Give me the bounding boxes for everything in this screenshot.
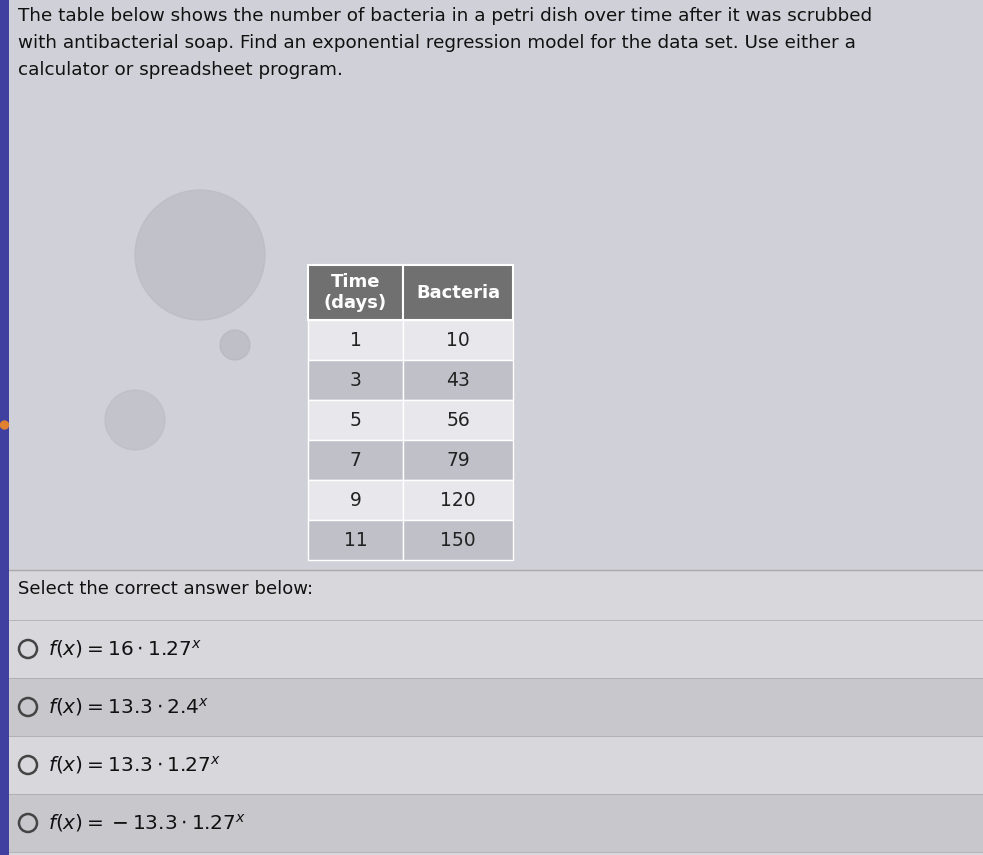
Text: 79: 79 (446, 451, 470, 469)
Text: $f(x) = -13.3 \cdot 1.27^{x}$: $f(x) = -13.3 \cdot 1.27^{x}$ (48, 812, 246, 834)
Bar (403, 400, 513, 440)
Text: 11: 11 (344, 530, 368, 550)
Bar (403, 320, 513, 360)
Bar (0, 794, 983, 852)
Text: 150: 150 (440, 530, 476, 550)
Text: 9: 9 (350, 491, 362, 510)
Bar (0, 736, 983, 794)
Bar (308, 265, 403, 320)
Text: 5: 5 (350, 410, 362, 429)
Text: The table below shows the number of bacteria in a petri dish over time after it : The table below shows the number of bact… (18, 7, 872, 25)
Text: 10: 10 (446, 331, 470, 350)
Bar (0, 620, 983, 678)
Text: with antibacterial soap. Find an exponential regression model for the data set. : with antibacterial soap. Find an exponen… (18, 34, 856, 52)
Bar (308, 520, 403, 560)
Bar (403, 520, 513, 560)
Text: $f(x) = 16 \cdot 1.27^{x}$: $f(x) = 16 \cdot 1.27^{x}$ (48, 638, 202, 660)
Bar (0, 678, 983, 736)
Text: Bacteria: Bacteria (416, 284, 500, 302)
Bar (308, 400, 403, 440)
Bar (0, 0, 983, 570)
Text: Time
(days): Time (days) (324, 273, 387, 312)
Bar (308, 480, 403, 520)
Text: calculator or spreadsheet program.: calculator or spreadsheet program. (18, 61, 343, 79)
Text: 56: 56 (446, 410, 470, 429)
Bar (308, 360, 403, 400)
Bar (0, 0, 9, 855)
Bar (403, 360, 513, 400)
Text: Select the correct answer below:: Select the correct answer below: (18, 580, 314, 598)
Bar (403, 265, 513, 320)
Text: 120: 120 (440, 491, 476, 510)
Text: 3: 3 (350, 370, 362, 390)
Text: 7: 7 (350, 451, 362, 469)
Text: 43: 43 (446, 370, 470, 390)
Bar (403, 440, 513, 480)
Bar (0, 570, 983, 855)
Bar (308, 320, 403, 360)
Text: 1: 1 (350, 331, 362, 350)
Text: $f(x) = 13.3 \cdot 1.27^{x}$: $f(x) = 13.3 \cdot 1.27^{x}$ (48, 754, 221, 776)
Bar (403, 480, 513, 520)
Circle shape (135, 190, 265, 320)
Circle shape (220, 330, 250, 360)
Text: $f(x) = 13.3 \cdot 2.4^{x}$: $f(x) = 13.3 \cdot 2.4^{x}$ (48, 696, 209, 718)
Circle shape (105, 390, 165, 450)
Circle shape (1, 421, 9, 429)
Bar (308, 440, 403, 480)
